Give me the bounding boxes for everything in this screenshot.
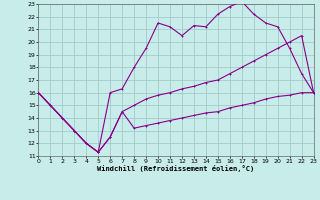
- X-axis label: Windchill (Refroidissement éolien,°C): Windchill (Refroidissement éolien,°C): [97, 165, 255, 172]
